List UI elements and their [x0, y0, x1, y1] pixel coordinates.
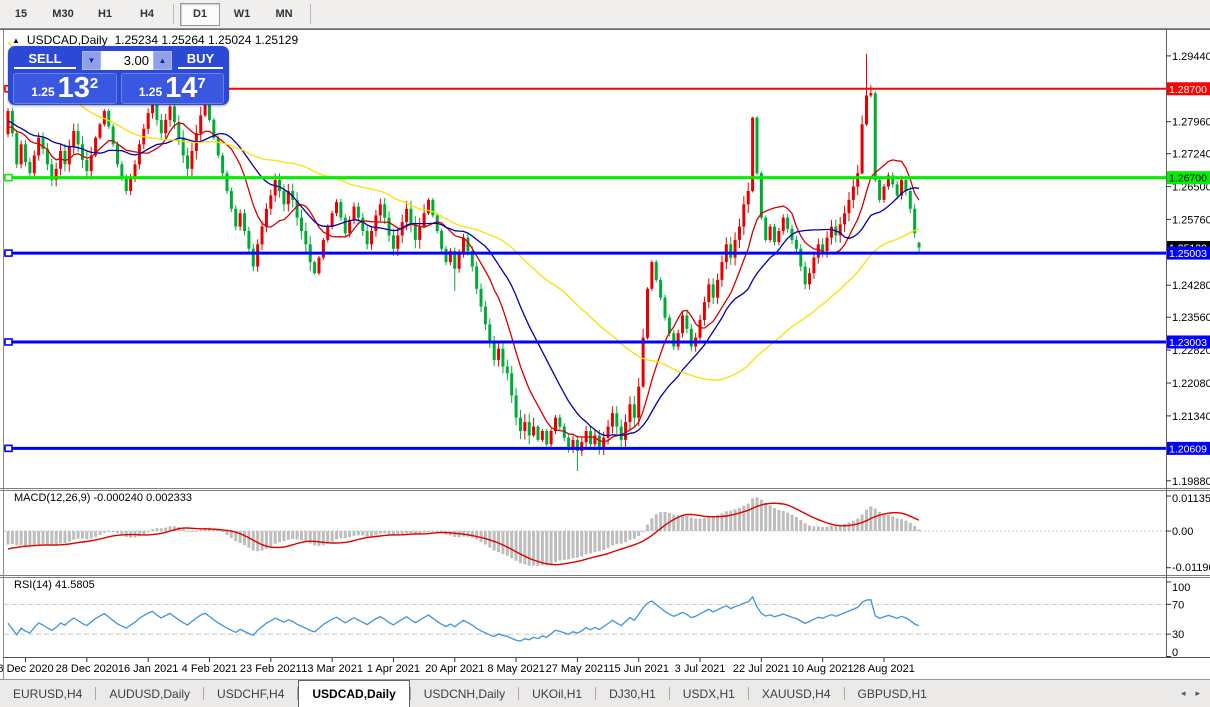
- svg-text:22 Jul 2021: 22 Jul 2021: [733, 663, 790, 675]
- volume-decrease-button[interactable]: ▼: [82, 50, 101, 70]
- buy-button[interactable]: BUY: [178, 51, 223, 69]
- collapse-quotes-icon[interactable]: ▲: [12, 35, 20, 45]
- timeframe-button-D1[interactable]: D1: [180, 2, 220, 26]
- chart-header: ▲ USDCAD,Daily 1.25234 1.25264 1.25024 1…: [12, 33, 298, 47]
- volume-input[interactable]: 3.00: [101, 50, 153, 70]
- svg-text:28 Dec 2020: 28 Dec 2020: [56, 663, 118, 675]
- svg-text:20 Apr 2021: 20 Apr 2021: [425, 663, 484, 675]
- rsi-indicator-label: RSI(14) 41.5805: [14, 579, 95, 591]
- timeframe-button-15[interactable]: 15: [14, 8, 28, 20]
- tab-usdchf-h4[interactable]: USDCHF,H4: [217, 686, 285, 701]
- buy-price-display[interactable]: 1.25 14 7: [120, 72, 224, 104]
- timeframe-button-M30[interactable]: M30: [52, 8, 74, 20]
- tab-usdcad-daily[interactable]: USDCAD,Daily: [298, 680, 410, 707]
- svg-text:1.22080: 1.22080: [1172, 378, 1210, 390]
- timeframe-toolbar: 15 M30 H1 H4 D1 W1 MN: [0, 0, 1210, 29]
- tab-separator: [95, 687, 97, 700]
- svg-text:1.19880: 1.19880: [1172, 476, 1210, 488]
- svg-text:15 Jun 2021: 15 Jun 2021: [608, 663, 669, 675]
- svg-text:0.00: 0.00: [1172, 526, 1193, 538]
- sell-button[interactable]: SELL: [14, 51, 76, 69]
- timeframe-button-MN[interactable]: MN: [275, 8, 293, 20]
- svg-text:28 Aug 2021: 28 Aug 2021: [853, 663, 915, 675]
- svg-text:70: 70: [1172, 599, 1184, 611]
- tab-separator: [843, 687, 845, 700]
- moving-averages-group: [7, 42, 920, 443]
- svg-text:0: 0: [1172, 647, 1178, 659]
- sell-price-big: 13: [57, 72, 90, 104]
- chart-ohlc-values: 1.25234 1.25264 1.25024 1.25129: [114, 33, 299, 47]
- svg-text:1.23003: 1.23003: [1169, 337, 1207, 349]
- tab-scroll-right-icon[interactable]: ▸: [1195, 688, 1200, 698]
- tab-xauusd-h4[interactable]: XAUUSD,H4: [761, 686, 831, 701]
- tab-scroll-arrows: ◂ ▸: [1181, 680, 1210, 707]
- svg-text:1.26500: 1.26500: [1172, 182, 1210, 194]
- tab-ukoil-h1[interactable]: UKOil,H1: [532, 686, 583, 701]
- sell-price-small: 1.25: [31, 85, 55, 99]
- tab-dj30-h1[interactable]: DJ30,H1: [609, 686, 656, 701]
- tab-gbpusd-h1[interactable]: GBPUSD,H1: [857, 686, 927, 701]
- svg-text:8 May 2021: 8 May 2021: [487, 663, 544, 675]
- sell-price-sup: 2: [89, 75, 99, 92]
- svg-text:23 Feb 2021: 23 Feb 2021: [240, 663, 302, 675]
- tab-separator: [668, 687, 670, 700]
- svg-text:10 Aug 2021: 10 Aug 2021: [792, 663, 854, 675]
- svg-text:1.28700: 1.28700: [1169, 84, 1207, 96]
- svg-text:1 Apr 2021: 1 Apr 2021: [367, 663, 420, 675]
- tab-separator: [595, 687, 597, 700]
- tab-separator: [409, 687, 411, 700]
- svg-text:0.01135: 0.01135: [1172, 493, 1210, 505]
- candles-group: [6, 53, 921, 471]
- sell-price-display[interactable]: 1.25 13 2: [13, 73, 117, 104]
- rsi-group: [4, 595, 1166, 642]
- svg-text:13 Mar 2021: 13 Mar 2021: [301, 663, 363, 675]
- buy-price-sup: 7: [197, 75, 206, 92]
- tab-separator: [518, 687, 520, 700]
- svg-text:1.27240: 1.27240: [1172, 149, 1210, 161]
- svg-text:-0.01190: -0.01190: [1172, 562, 1210, 574]
- toolbar-separator: [310, 4, 311, 24]
- macd-group: [4, 497, 1166, 567]
- timeframe-button-H4[interactable]: H4: [139, 8, 155, 20]
- svg-text:1.25003: 1.25003: [1169, 248, 1207, 260]
- toolbar-separator: [173, 4, 174, 24]
- tab-scroll-left-icon[interactable]: ◂: [1180, 688, 1186, 698]
- svg-text:1.23560: 1.23560: [1172, 312, 1210, 324]
- svg-text:100: 100: [1172, 582, 1190, 594]
- tab-eurusd-h4[interactable]: EURUSD,H4: [13, 686, 83, 701]
- one-click-trade-panel: SELL ▼ 3.00 ▲ BUY 1.25 13 2 1.25 14 7: [8, 46, 229, 105]
- chart-tab-bar: EURUSD,H4 AUDUSD,Daily USDCHF,H4 USDCAD,Dai…: [0, 679, 1210, 707]
- chart-symbol-label: USDCAD,Daily: [26, 33, 108, 47]
- tab-separator: [203, 687, 205, 700]
- timeframe-button-H1[interactable]: H1: [97, 8, 113, 20]
- buy-price-big: 14: [165, 72, 198, 104]
- svg-text:1.26700: 1.26700: [1169, 173, 1207, 185]
- svg-text:3 Jul 2021: 3 Jul 2021: [675, 663, 726, 675]
- svg-text:1.20609: 1.20609: [1169, 443, 1207, 455]
- svg-text:1.24280: 1.24280: [1172, 280, 1210, 292]
- svg-text:8 Dec 2020: 8 Dec 2020: [0, 663, 54, 675]
- svg-text:4 Feb 2021: 4 Feb 2021: [182, 663, 238, 675]
- svg-text:30: 30: [1172, 629, 1184, 641]
- macd-indicator-label: MACD(12,26,9) -0.000240 0.002333: [14, 492, 192, 504]
- tab-audusd-daily[interactable]: AUDUSD,Daily: [109, 686, 191, 701]
- svg-text:27 May 2021: 27 May 2021: [546, 663, 610, 675]
- svg-text:1.25760: 1.25760: [1172, 214, 1210, 226]
- tab-separator: [297, 687, 299, 700]
- tab-usdcnh-daily[interactable]: USDCNH,Daily: [423, 686, 506, 701]
- tab-separator: [747, 687, 749, 700]
- svg-text:1.27960: 1.27960: [1172, 117, 1210, 129]
- volume-increase-button[interactable]: ▲: [153, 50, 172, 70]
- svg-text:1.21340: 1.21340: [1172, 411, 1210, 423]
- svg-text:16 Jan 2021: 16 Jan 2021: [118, 663, 179, 675]
- timeframe-button-W1[interactable]: W1: [233, 8, 251, 20]
- svg-text:1.29440: 1.29440: [1172, 51, 1210, 63]
- horizontal-lines-group: [4, 84, 1166, 453]
- tab-usdx-h1[interactable]: USDX,H1: [682, 686, 735, 701]
- buy-price-small: 1.25: [138, 85, 163, 99]
